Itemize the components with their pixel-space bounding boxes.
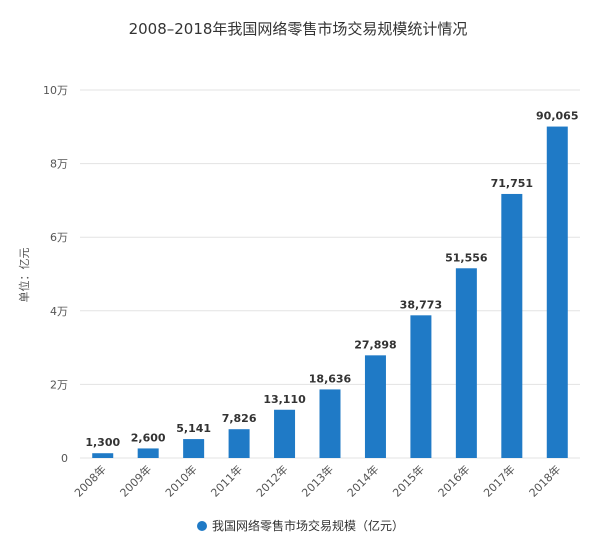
bar[interactable] — [274, 409, 296, 458]
y-axis-label: 单位：亿元 — [17, 248, 31, 303]
y-tick-label: 4万 — [50, 305, 68, 318]
x-tick-label: 2015年 — [390, 462, 427, 499]
y-tick-label: 6万 — [50, 231, 68, 244]
data-label: 5,141 — [176, 422, 211, 435]
data-label: 13,110 — [263, 393, 306, 406]
y-tick-label: 8万 — [50, 158, 68, 171]
data-label: 7,826 — [222, 412, 257, 425]
bar[interactable] — [546, 126, 568, 459]
x-tick-label: 2008年 — [71, 462, 108, 499]
data-label: 90,065 — [536, 110, 578, 123]
legend[interactable]: 我国网络零售市场交易规模（亿元） — [197, 518, 404, 533]
x-tick-label: 2014年 — [344, 462, 381, 499]
x-tick-label: 2017年 — [480, 462, 517, 499]
bars — [92, 126, 568, 459]
data-label: 51,556 — [445, 251, 488, 264]
data-label: 18,636 — [309, 372, 352, 385]
y-tick-label: 10万 — [43, 84, 68, 97]
data-label: 71,751 — [491, 177, 533, 190]
x-axis-ticks: 2008年 2009年 2010年 2011年 2012年 2013年 2014年 2015年… — [71, 462, 563, 499]
x-tick-label: 2011年 — [208, 462, 245, 499]
y-tick-label: 2万 — [50, 378, 68, 391]
bar[interactable] — [319, 389, 341, 458]
chart-title: 2008–2018年我国网络零售市场交易规模统计情况 — [129, 20, 468, 38]
bar[interactable] — [137, 448, 159, 458]
x-tick-label: 2018年 — [526, 462, 563, 499]
data-label: 1,300 — [85, 436, 120, 449]
bar[interactable] — [228, 429, 250, 458]
legend-marker — [197, 521, 207, 531]
legend-label: 我国网络零售市场交易规模（亿元） — [212, 518, 404, 533]
bar[interactable] — [455, 268, 477, 458]
bar[interactable] — [364, 355, 386, 458]
x-tick-label: 2012年 — [253, 462, 290, 499]
bar[interactable] — [92, 453, 114, 458]
bar[interactable] — [410, 315, 432, 458]
y-tick-label: 0 — [61, 452, 68, 465]
x-tick-label: 2010年 — [162, 462, 199, 499]
x-tick-label: 2013年 — [299, 462, 336, 499]
data-label: 2,600 — [131, 431, 166, 444]
x-tick-label: 2016年 — [435, 462, 472, 499]
bar[interactable] — [183, 439, 205, 458]
data-label: 38,773 — [400, 298, 442, 311]
bar[interactable] — [501, 193, 523, 459]
grid-lines — [80, 89, 580, 459]
y-axis-ticks: 0 2万 4万 6万 8万 10万 — [43, 84, 68, 465]
x-tick-label: 2009年 — [117, 462, 154, 499]
data-label: 27,898 — [354, 338, 396, 351]
